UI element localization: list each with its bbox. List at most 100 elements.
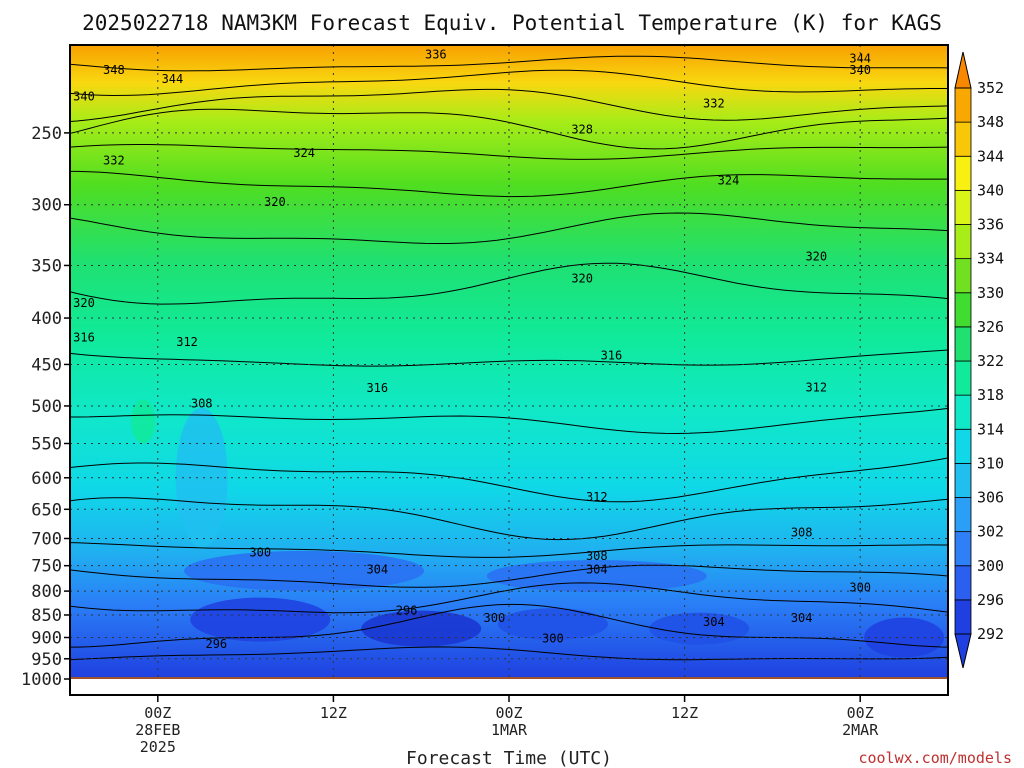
contour-label: 312 bbox=[176, 335, 198, 349]
contour-label: 316 bbox=[601, 349, 623, 363]
contour-label: 320 bbox=[264, 195, 286, 209]
isoline-13 bbox=[70, 564, 948, 588]
isoline-7 bbox=[70, 262, 948, 305]
y-tick-label: 600 bbox=[31, 469, 62, 489]
contour-label: 336 bbox=[425, 48, 447, 62]
colorbar-segment bbox=[954, 394, 972, 430]
contour-label: 320 bbox=[805, 249, 827, 263]
contour-label: 300 bbox=[849, 581, 871, 595]
field-blob-8 bbox=[175, 407, 228, 548]
field-blob-2 bbox=[497, 608, 608, 641]
x-tick-label: 12Z bbox=[671, 704, 698, 722]
contour-label: 316 bbox=[366, 381, 388, 395]
chart-title: 2025022718 NAM3KM Forecast Equiv. Potent… bbox=[82, 11, 942, 35]
colorbar-segment bbox=[954, 121, 972, 157]
x-tick-label: 00Z 1MAR bbox=[491, 704, 528, 739]
contour-label: 328 bbox=[571, 123, 593, 137]
colorbar-top-arrow bbox=[954, 51, 972, 89]
y-tick-label: 450 bbox=[31, 355, 62, 375]
colorbar-segment bbox=[954, 224, 972, 260]
colorbar-segment bbox=[954, 428, 972, 464]
colorbar-label: 326 bbox=[977, 318, 1004, 336]
colorbar-label: 330 bbox=[977, 284, 1004, 302]
contour-label: 304 bbox=[703, 615, 725, 629]
y-tick-label: 250 bbox=[31, 124, 62, 144]
isoline-0 bbox=[70, 55, 948, 72]
y-tick-label: 800 bbox=[31, 582, 62, 602]
colorbar-segment bbox=[954, 155, 972, 191]
isoline-2 bbox=[70, 88, 948, 123]
colorbar-label: 344 bbox=[977, 147, 1004, 165]
colorbar-label: 318 bbox=[977, 386, 1004, 404]
colorbar-label: 292 bbox=[977, 625, 1004, 643]
y-tick-label: 500 bbox=[31, 397, 62, 417]
colorbar-label: 310 bbox=[977, 454, 1004, 472]
colorbar-segment bbox=[954, 292, 972, 328]
contour-label: 320 bbox=[571, 272, 593, 286]
colorbar-label: 348 bbox=[977, 113, 1004, 131]
y-tick-label: 900 bbox=[31, 628, 62, 648]
colorbar-segment bbox=[954, 87, 972, 123]
contour-label: 304 bbox=[791, 611, 813, 625]
contour-label: 320 bbox=[73, 296, 95, 310]
contour-label: 344 bbox=[849, 52, 871, 66]
field-blob-5 bbox=[184, 550, 425, 591]
contour-label: 344 bbox=[162, 72, 184, 86]
contour-label: 308 bbox=[191, 397, 213, 411]
colorbar-bottom-arrow bbox=[954, 633, 972, 669]
isoline-4 bbox=[70, 144, 948, 160]
colorbar-label: 352 bbox=[977, 79, 1004, 97]
colorbar-label: 306 bbox=[977, 489, 1004, 507]
isoline-1 bbox=[70, 69, 948, 97]
colorbar-segment bbox=[954, 258, 972, 294]
y-tick-label: 550 bbox=[31, 434, 62, 454]
x-tick-label: 00Z 28FEB 2025 bbox=[135, 704, 180, 756]
contour-label: 312 bbox=[586, 490, 608, 504]
y-tick-label: 400 bbox=[31, 309, 62, 329]
y-tick-label: 1000 bbox=[21, 670, 62, 690]
contour-label: 316 bbox=[73, 330, 95, 344]
contour-label: 300 bbox=[249, 545, 271, 559]
isoline-14 bbox=[70, 582, 948, 614]
y-tick-label: 700 bbox=[31, 529, 62, 549]
ground-surface bbox=[70, 677, 948, 679]
contour-label: 332 bbox=[703, 96, 725, 110]
colorbar-segment bbox=[954, 565, 972, 601]
y-tick-label: 350 bbox=[31, 256, 62, 276]
y-tick-label: 850 bbox=[31, 606, 62, 626]
colorbar-label: 340 bbox=[977, 181, 1004, 199]
contour-label: 308 bbox=[791, 525, 813, 539]
colorbar-label: 334 bbox=[977, 250, 1004, 268]
colorbar-segment bbox=[954, 462, 972, 498]
colorbar-segment bbox=[954, 531, 972, 567]
colorbar-segment bbox=[954, 360, 972, 396]
x-axis-label: Forecast Time (UTC) bbox=[406, 748, 612, 768]
plot-area bbox=[70, 45, 948, 679]
colorbar-segment bbox=[954, 189, 972, 225]
x-tick-label: 12Z bbox=[320, 704, 347, 722]
field-blob-6 bbox=[486, 560, 707, 593]
credit-text: coolwx.com/models bbox=[858, 749, 1012, 767]
x-tick-label: 00Z 2MAR bbox=[842, 704, 879, 739]
y-tick-label: 300 bbox=[31, 196, 62, 216]
field-blob-0 bbox=[190, 597, 331, 642]
isoline-6 bbox=[70, 212, 948, 244]
colorbar-label: 322 bbox=[977, 352, 1004, 370]
contour-label: 340 bbox=[849, 63, 871, 77]
colorbar-label: 296 bbox=[977, 591, 1004, 609]
colorbar-label: 336 bbox=[977, 216, 1004, 234]
y-tick-label: 950 bbox=[31, 650, 62, 670]
contour-label: 300 bbox=[542, 631, 564, 645]
contour-label: 308 bbox=[586, 549, 608, 563]
colorbar-segment bbox=[954, 599, 972, 635]
colorbar-label: 314 bbox=[977, 420, 1004, 438]
contour-label: 304 bbox=[586, 562, 608, 576]
contour-label: 312 bbox=[805, 380, 827, 394]
contour-label: 324 bbox=[718, 173, 740, 187]
colorbar-label: 300 bbox=[977, 557, 1004, 575]
contour-label: 300 bbox=[484, 611, 506, 625]
colorbar-label: 302 bbox=[977, 523, 1004, 541]
field-blob-1 bbox=[361, 610, 482, 647]
colorbar-segment bbox=[954, 326, 972, 362]
